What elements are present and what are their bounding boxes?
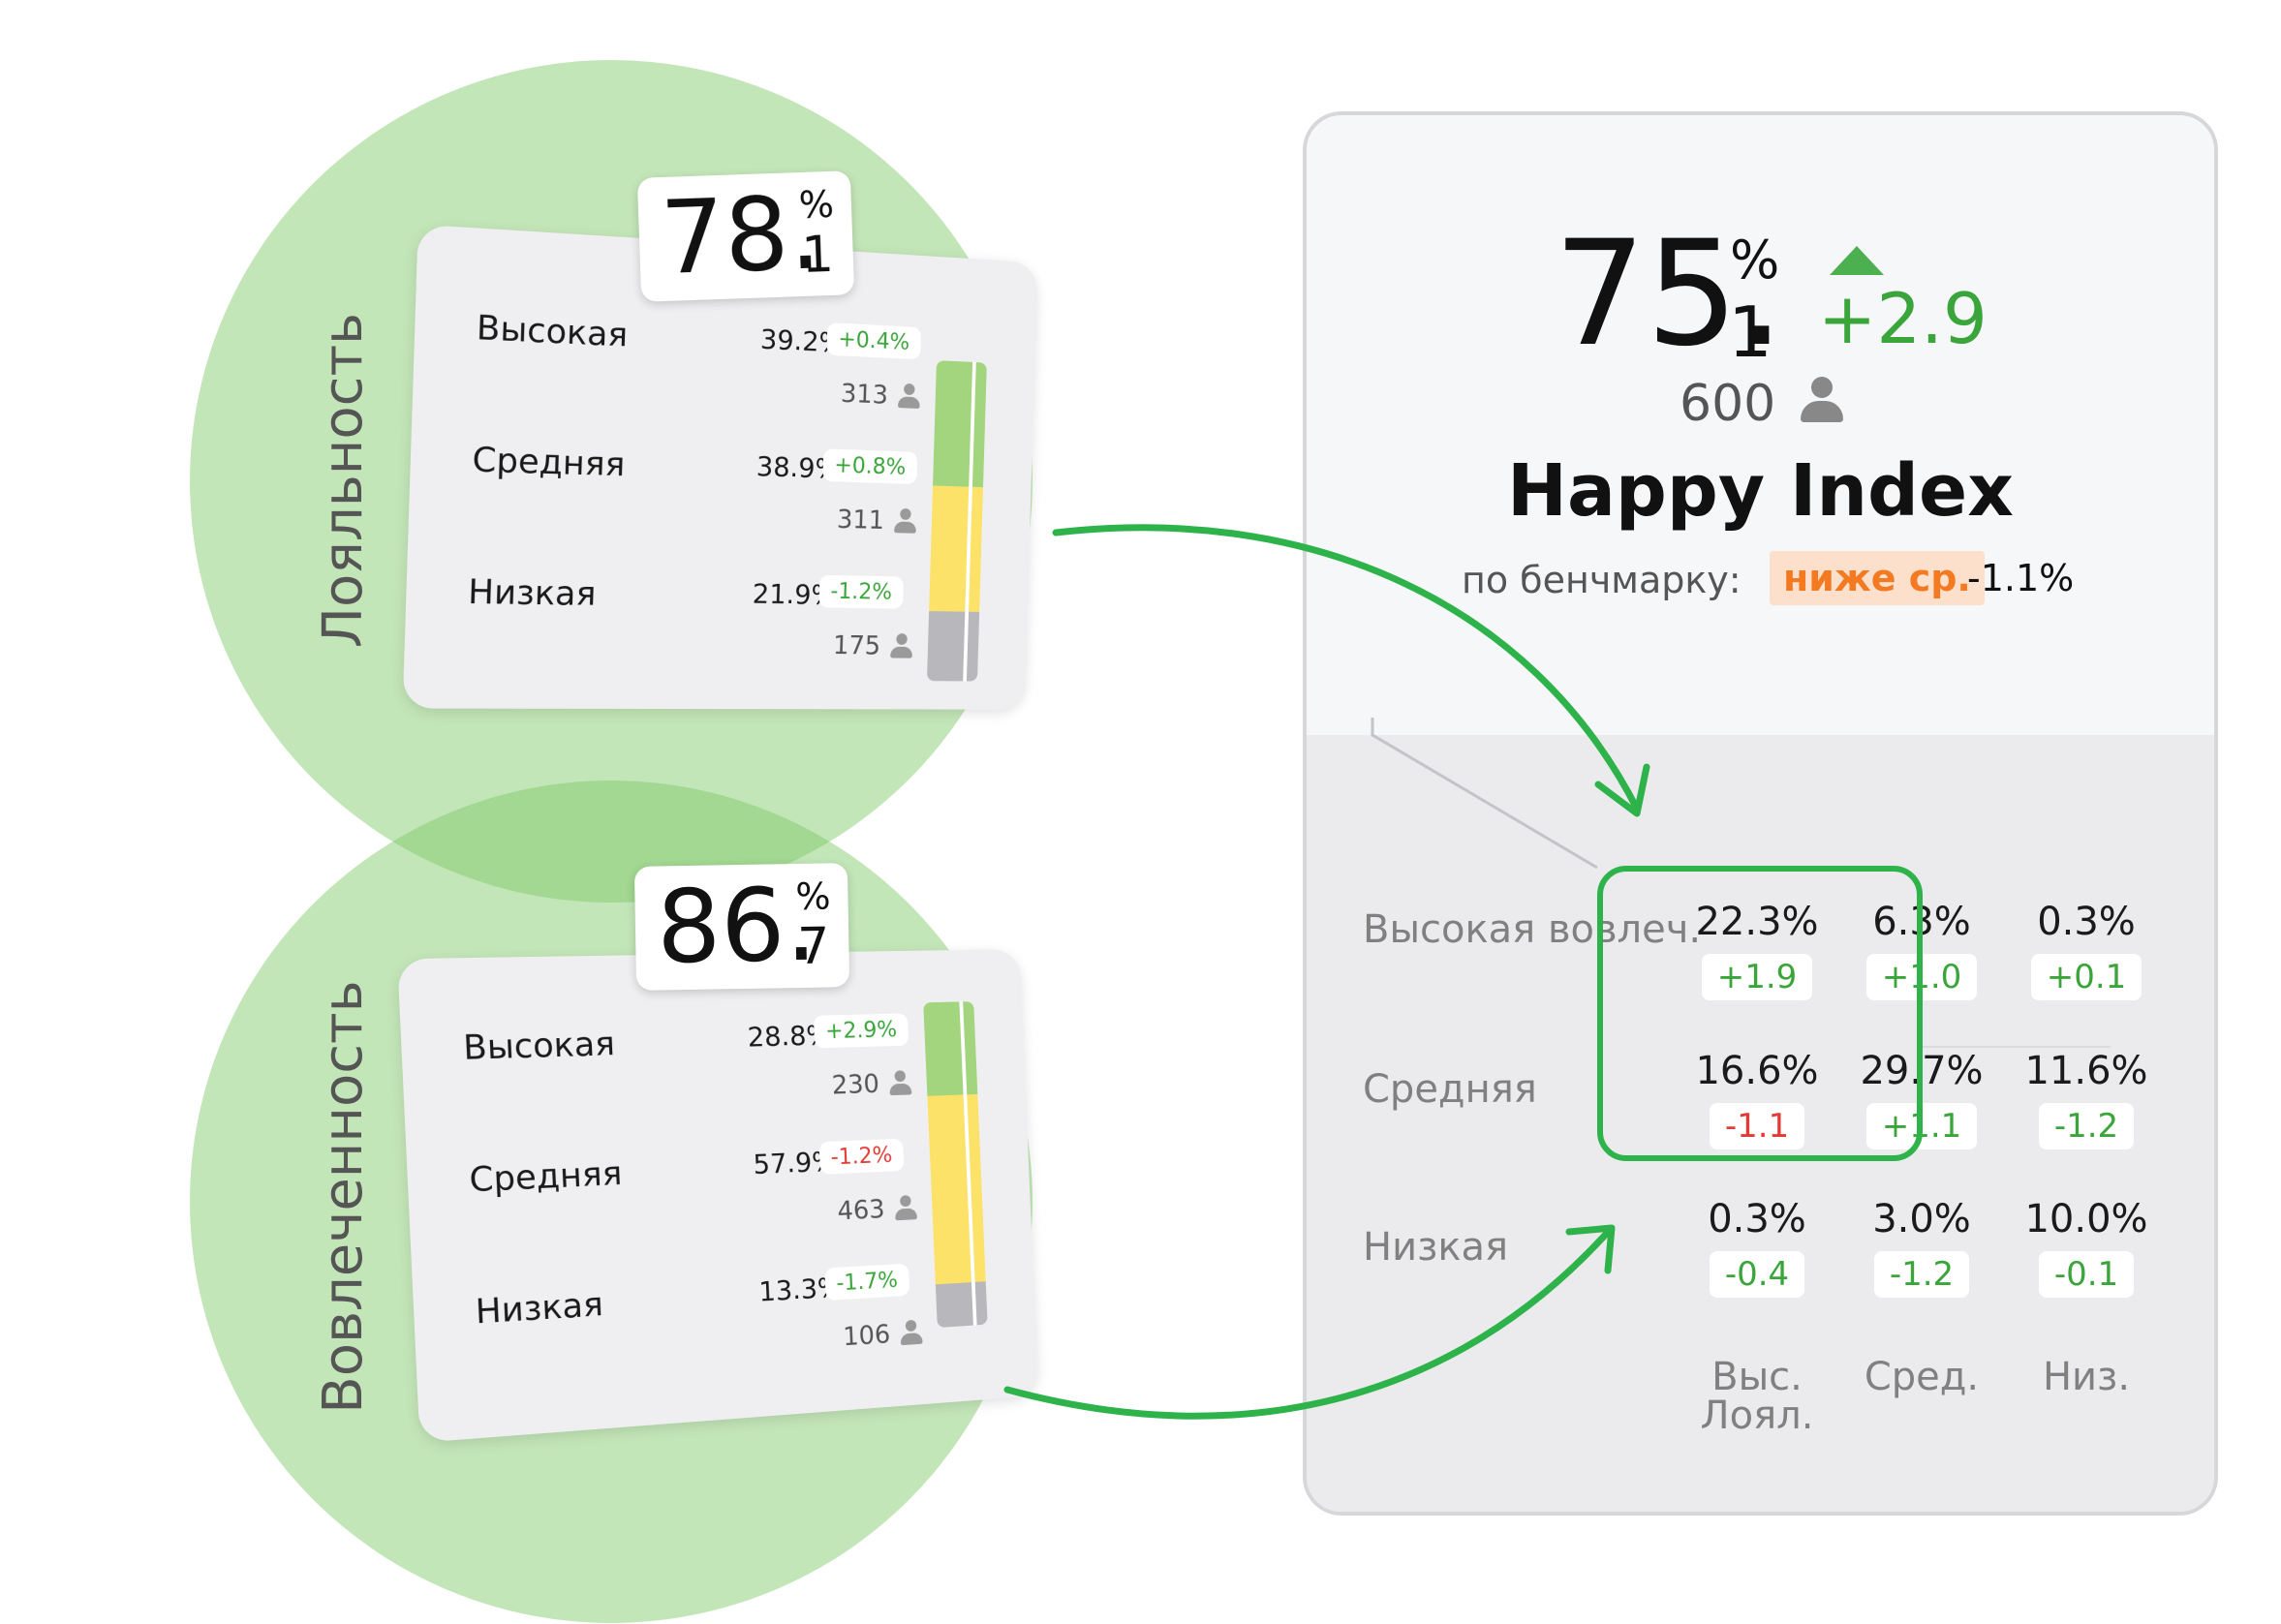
loyalty-axis-label: Лояльность xyxy=(305,190,383,771)
cell-percent: 10.0% xyxy=(2009,1195,2164,1243)
score-unit: % xyxy=(795,874,831,918)
bar-segment-high xyxy=(923,1001,977,1096)
cell-percent: 3.0% xyxy=(1844,1195,1999,1243)
matrix-cell: 0.3% +0.1 xyxy=(2009,898,2164,1000)
row-delta-badge: +2.9% xyxy=(814,1013,909,1048)
bar-segment-low xyxy=(936,1281,988,1328)
row-count: 175 xyxy=(761,629,881,660)
highlight-frame xyxy=(1597,866,1923,1161)
happy-index-card: 75. % 1 +2.9 600 Happy Index по бенчмарк… xyxy=(1303,111,2218,1516)
matrix-cell: 10.0% -0.1 xyxy=(2009,1195,2164,1298)
cell-percent: 11.6% xyxy=(2009,1047,2164,1095)
row-count: 230 xyxy=(759,1069,879,1103)
engagement-score-badge: 86. % 7 xyxy=(634,863,849,991)
bar-segment-mid xyxy=(927,1094,985,1284)
matrix-col-label-mid: Сред. xyxy=(1844,1358,1999,1396)
matrix-row-label-low: Низкая xyxy=(1363,1227,1508,1268)
cell-delta: -0.1 xyxy=(2039,1251,2134,1298)
cell-delta: -1.2 xyxy=(2039,1103,2134,1149)
score-decimal: 1 xyxy=(801,226,835,285)
row-label: Низкая xyxy=(468,572,598,614)
matrix-cell: 3.0% -1.2 xyxy=(1844,1195,1999,1298)
row-count: 313 xyxy=(769,376,889,411)
row-label: Высокая xyxy=(476,308,629,355)
engagement-card: Высокая 28.8% +2.9% 230 Средняя 57.9% -1… xyxy=(397,949,1038,1443)
row-delta-badge: -1.2% xyxy=(819,1139,905,1175)
matrix-row-label-mid: Средняя xyxy=(1363,1069,1537,1110)
cell-percent: 0.3% xyxy=(1680,1195,1834,1243)
row-count: 106 xyxy=(771,1320,891,1358)
person-icon xyxy=(893,508,917,536)
person-icon xyxy=(893,1195,918,1223)
connector-line xyxy=(1307,115,2218,1516)
cell-delta: +0.1 xyxy=(2031,954,2142,1000)
loyalty-stacked-bar xyxy=(927,360,987,681)
row-delta-badge: +0.8% xyxy=(822,448,917,484)
row-delta-badge: +0.4% xyxy=(826,322,921,359)
bar-segment-mid xyxy=(929,486,983,612)
cell-percent: 0.3% xyxy=(2009,898,2164,946)
bar-segment-high xyxy=(933,360,987,487)
cell-delta: -0.4 xyxy=(1710,1251,1804,1298)
score-value: 86. xyxy=(656,872,817,981)
person-icon xyxy=(889,633,913,660)
score-decimal: 7 xyxy=(797,917,830,976)
cell-delta: -1.2 xyxy=(1874,1251,1969,1298)
row-label: Высокая xyxy=(462,1025,615,1068)
row-label: Средняя xyxy=(469,1154,624,1201)
row-label: Низкая xyxy=(475,1285,604,1333)
row-count: 311 xyxy=(765,503,885,536)
person-icon xyxy=(897,383,921,411)
loyalty-score-badge: 78. % 1 xyxy=(637,170,854,302)
row-count: 463 xyxy=(765,1194,885,1230)
matrix-col-label-high: Выс. Лоял. xyxy=(1680,1358,1834,1435)
engagement-axis-label: Вовлеченность xyxy=(305,906,383,1487)
row-delta-badge: -1.2% xyxy=(818,575,903,609)
person-icon xyxy=(888,1070,913,1097)
matrix-cell: 0.3% -0.4 xyxy=(1680,1195,1834,1298)
bar-segment-low xyxy=(927,611,979,682)
score-unit: % xyxy=(798,183,835,227)
matrix-cell: 11.6% -1.2 xyxy=(2009,1047,2164,1149)
person-icon xyxy=(899,1319,924,1347)
matrix-col-label-low: Низ. xyxy=(2009,1358,2164,1396)
row-label: Средняя xyxy=(472,440,626,484)
row-delta-badge: -1.7% xyxy=(824,1264,909,1301)
